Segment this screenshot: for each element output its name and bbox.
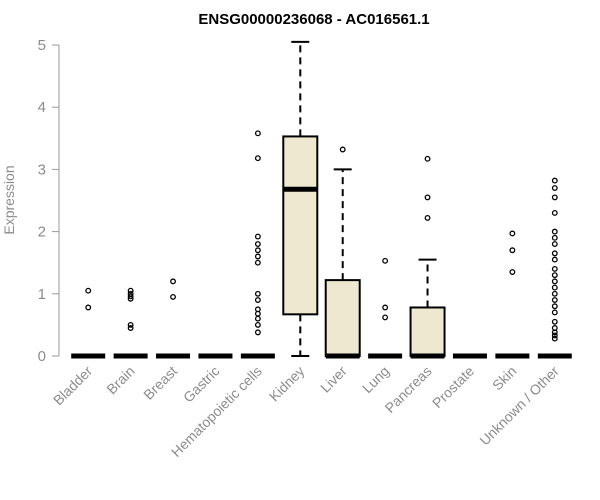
outlier-point — [127, 287, 134, 294]
outlier-point — [254, 233, 261, 240]
outlier-point — [551, 335, 558, 342]
box-body — [409, 306, 446, 358]
y-tick-label: 4 — [38, 99, 46, 116]
box-pancreas — [409, 155, 446, 359]
outlier-point — [254, 297, 261, 303]
box-kidney — [282, 40, 319, 357]
x-tick-label: Unknown / Other — [476, 363, 562, 449]
outlier-point — [551, 250, 558, 257]
box-liver — [324, 146, 361, 359]
outlier-point — [551, 278, 558, 285]
outlier-point — [85, 304, 92, 311]
outlier-point — [254, 329, 261, 336]
y-tick-label: 2 — [38, 224, 46, 241]
y-tick-label: 1 — [38, 286, 46, 303]
outlier-point — [170, 278, 176, 285]
x-tick-label: Skin — [489, 363, 520, 394]
outlier-point — [551, 325, 558, 331]
x-tick-label: Liver — [317, 363, 350, 396]
box-lung — [368, 257, 403, 359]
x-tick-label: Lung — [359, 363, 392, 396]
outlier-point — [127, 290, 134, 297]
x-tick-label: Prostate — [429, 363, 477, 411]
outlier-point — [254, 155, 261, 162]
outlier-point — [551, 228, 558, 235]
outlier-point — [551, 290, 558, 297]
box-hematopoietic-cells — [240, 130, 275, 359]
outlier-point — [424, 194, 431, 201]
outlier-point — [170, 293, 176, 300]
y-tick-label: 0 — [38, 348, 46, 365]
outlier-point — [339, 146, 346, 153]
x-tick-label: Bladder — [50, 363, 96, 409]
box-unknown-other — [537, 177, 572, 359]
outlier-point — [551, 303, 558, 310]
outlier-point — [254, 290, 261, 297]
outlier-point — [551, 332, 558, 339]
outlier-point — [551, 209, 558, 216]
outlier-point — [551, 177, 558, 184]
outlier-point — [254, 241, 261, 247]
box-skin — [495, 230, 530, 359]
outlier-point — [254, 130, 261, 137]
outlier-point — [127, 321, 134, 328]
outlier-point — [382, 314, 389, 321]
outlier-point — [254, 253, 261, 260]
outlier-point — [551, 241, 558, 247]
x-tick-label: Brain — [103, 363, 137, 397]
outlier-point — [85, 287, 92, 294]
outlier-point — [254, 259, 261, 266]
y-tick-label: 5 — [38, 37, 46, 54]
outlier-point — [382, 304, 389, 311]
outlier-point — [127, 293, 134, 300]
box-breast — [156, 278, 191, 359]
outlier-point — [551, 318, 558, 325]
outlier-point — [551, 234, 558, 241]
outlier-point — [551, 256, 558, 263]
x-tick-label: Kidney — [266, 363, 308, 405]
chart-title: ENSG00000236068 - AC016561.1 — [198, 11, 429, 28]
outlier-point — [551, 272, 558, 279]
x-tick-label: Breast — [140, 363, 180, 403]
outlier-point — [424, 155, 431, 162]
outlier-point — [551, 194, 558, 201]
y-axis-label: Expression — [1, 165, 17, 234]
y-tick-label: 3 — [38, 161, 46, 178]
box-bladder — [71, 287, 106, 359]
outlier-point — [509, 269, 516, 275]
outlier-point — [254, 247, 261, 254]
box-body — [324, 279, 361, 357]
outlier-point — [551, 284, 558, 291]
outlier-point — [551, 265, 558, 272]
box-body — [282, 135, 319, 316]
outlier-point — [382, 257, 389, 264]
outlier-point — [127, 325, 134, 331]
outlier-point — [424, 214, 431, 221]
x-tick-label: Pancreas — [382, 363, 435, 416]
outlier-point — [254, 315, 261, 322]
outlier-point — [254, 321, 261, 328]
outlier-point — [509, 230, 516, 237]
outlier-point — [551, 297, 558, 303]
outlier-point — [551, 185, 558, 192]
box-series — [71, 40, 572, 359]
outlier-point — [509, 247, 516, 254]
outlier-point — [254, 306, 261, 313]
outlier-point — [551, 309, 558, 316]
box-brain — [113, 287, 148, 359]
y-axis: 0 1 2 3 4 5 — [38, 37, 60, 365]
